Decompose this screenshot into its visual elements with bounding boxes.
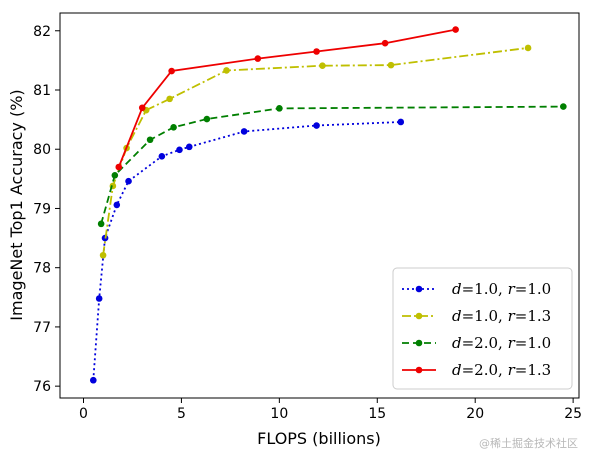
y-tick-label: 76 <box>33 379 51 395</box>
y-tick-label: 78 <box>33 261 51 277</box>
data-point <box>115 163 123 171</box>
data-point <box>240 128 248 135</box>
y-tick-label: 81 <box>33 83 51 99</box>
data-point <box>313 48 320 55</box>
legend-label: d=1.0, r=1.0 <box>452 280 551 298</box>
legend-marker <box>415 312 423 320</box>
legend-marker <box>415 339 423 347</box>
x-tick-label: 25 <box>564 406 582 422</box>
legend-label-part: d <box>452 307 462 325</box>
data-point <box>276 105 283 112</box>
legend-label-part: d <box>452 361 462 379</box>
data-point <box>524 44 532 52</box>
series-0 <box>89 118 405 384</box>
data-point <box>166 95 173 103</box>
axis-ticks: 0 5 10 15 20 25 76 77 78 79 80 81 82 <box>33 24 582 422</box>
data-point <box>125 177 132 185</box>
y-axis-label: ImageNet Top1 Accuracy (%) <box>7 89 26 320</box>
data-point <box>319 62 326 70</box>
legend-label-part: =1.0 <box>515 280 551 298</box>
x-tick-label: 0 <box>79 406 88 422</box>
legend-label-part: =1.3 <box>515 307 551 325</box>
data-point <box>560 103 567 110</box>
data-point <box>176 146 183 154</box>
legend-label-part: r <box>508 280 516 298</box>
data-point <box>97 220 105 228</box>
data-point <box>89 376 97 384</box>
data-point <box>381 39 389 47</box>
legend-label: d=1.0, r=1.3 <box>452 307 551 325</box>
x-tick-label: 5 <box>177 406 186 422</box>
y-tick-label: 82 <box>33 24 51 40</box>
series-layer <box>89 26 567 384</box>
data-point <box>111 171 119 179</box>
series-2 <box>97 103 567 228</box>
legend-label: d=2.0, r=1.3 <box>452 361 551 379</box>
data-point <box>99 251 107 259</box>
legend-entry: d=1.0, r=1.0 <box>402 280 551 298</box>
legend-entry: d=2.0, r=1.3 <box>402 361 551 379</box>
watermark: @稀土掘金技术社区 <box>479 436 578 450</box>
legend-marker <box>415 285 423 293</box>
legend-label-part: =2.0, <box>462 334 508 352</box>
data-point <box>138 104 146 112</box>
legend-label: d=2.0, r=1.0 <box>452 334 551 352</box>
data-point <box>95 295 103 302</box>
legend-label-part: =1.0, <box>462 280 508 298</box>
x-axis-label: FLOPS (billions) <box>257 429 381 448</box>
data-point <box>168 67 175 75</box>
y-tick-label: 77 <box>33 320 51 336</box>
legend-label-part: r <box>508 307 516 325</box>
data-point <box>113 201 121 209</box>
legend-label-part: d <box>452 280 462 298</box>
legend-entry: d=2.0, r=1.0 <box>402 334 551 352</box>
data-point <box>254 55 262 62</box>
y-tick-label: 80 <box>33 142 51 158</box>
x-tick-label: 20 <box>466 406 484 422</box>
data-point <box>452 26 459 33</box>
legend-marker <box>415 366 423 374</box>
legend: d=1.0, r=1.0d=1.0, r=1.3d=2.0, r=1.0d=2.… <box>392 267 573 390</box>
legend-entry: d=1.0, r=1.3 <box>402 307 551 325</box>
x-tick-label: 15 <box>368 406 386 422</box>
data-point <box>387 61 395 69</box>
data-point <box>313 122 320 129</box>
legend-label-part: d <box>452 334 462 352</box>
data-point <box>185 143 193 151</box>
legend-label-part: r <box>508 334 516 352</box>
x-tick-label: 10 <box>270 406 288 422</box>
legend-label-part: =1.3 <box>515 361 551 379</box>
data-point <box>223 67 230 74</box>
data-point <box>203 115 211 123</box>
legend-label-part: =1.0 <box>515 334 551 352</box>
data-point <box>397 118 405 126</box>
data-point <box>170 124 177 131</box>
data-point <box>158 153 166 160</box>
legend-label-part: r <box>508 361 516 379</box>
legend-box <box>392 267 573 390</box>
data-point <box>146 136 154 144</box>
legend-label-part: =1.0, <box>462 307 508 325</box>
series-3 <box>115 26 459 171</box>
y-tick-label: 79 <box>33 201 51 217</box>
legend-label-part: =2.0, <box>462 361 508 379</box>
